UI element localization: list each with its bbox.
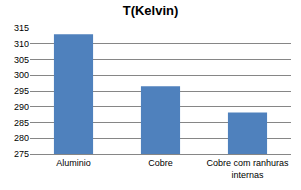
svg-text:T(Kelvin): T(Kelvin)	[123, 3, 179, 18]
svg-text:Aluminio: Aluminio	[56, 158, 91, 168]
svg-text:310: 310	[14, 39, 29, 49]
svg-text:Cobre: Cobre	[148, 158, 173, 168]
svg-text:280: 280	[14, 133, 29, 143]
svg-text:290: 290	[14, 102, 29, 112]
svg-text:305: 305	[14, 55, 29, 65]
svg-text:275: 275	[14, 149, 29, 159]
svg-text:300: 300	[14, 70, 29, 80]
svg-text:Cobre com ranhurasinternas: Cobre com ranhurasinternas	[206, 158, 289, 180]
svg-text:315: 315	[14, 23, 29, 33]
svg-text:285: 285	[14, 118, 29, 128]
svg-text:295: 295	[14, 86, 29, 96]
